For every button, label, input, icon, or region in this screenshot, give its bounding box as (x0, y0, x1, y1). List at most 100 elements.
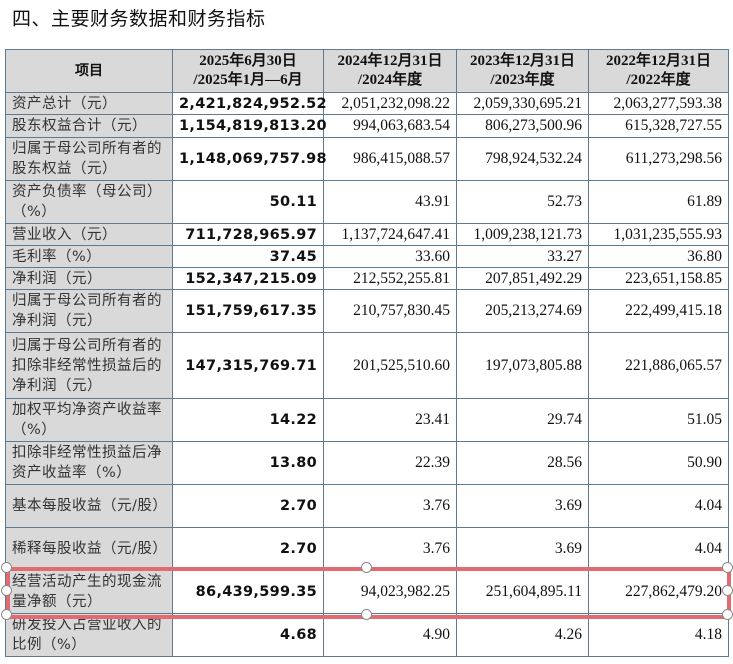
cell-2025h1: 2.70 (172, 484, 324, 528)
cell-2025h1: 13.80 (172, 441, 324, 485)
cell-2022: 51.05 (588, 398, 729, 442)
table-row: 基本每股收益（元/股） 2.70 3.76 3.69 4.04 (5, 484, 729, 528)
section-title: 四、主要财务数据和财务指标 (12, 8, 266, 30)
cell-2025h1: 151,759,617.35 (172, 289, 324, 333)
table-row: 扣除非经常性损益后净资产收益率（%） 13.80 22.39 28.56 50.… (5, 441, 729, 485)
row-label: 净利润（元） (5, 267, 173, 290)
cell-2024: 1,137,724,647.41 (323, 223, 457, 246)
header-2025h1: 2025年6月30日/2025年1月—6月 (172, 49, 324, 93)
table-row: 资产总计（元） 2,421,824,952.52 2,051,232,098.2… (5, 92, 729, 115)
cell-2023: 2,059,330,695.21 (456, 92, 589, 115)
cell-2024: 23.41 (323, 398, 457, 442)
table-row: 归属于母公司所有者的股东权益（元） 1,148,069,757.98 986,4… (5, 137, 729, 181)
header-2024: 2024年12月31日/2024年度 (323, 49, 457, 93)
table-row: 归属于母公司所有者的净利润（元） 151,759,617.35 210,757,… (5, 289, 729, 333)
table-row: 股东权益合计（元） 1,154,819,813.20 994,063,683.5… (5, 114, 729, 138)
table-row: 资产负债率（母公司）（%） 50.11 43.91 52.73 61.89 (5, 180, 729, 224)
cell-2022: 615,328,727.55 (588, 114, 729, 138)
header-line1: 2022年12月31日 (605, 53, 711, 69)
resize-handle-bottom-right[interactable] (722, 609, 733, 620)
cell-2023: 4.26 (456, 613, 589, 657)
cell-2022: 1,031,235,555.93 (588, 223, 729, 246)
cell-2025h1: 147,315,769.71 (172, 332, 324, 399)
header-item: 项目 (5, 49, 173, 93)
row-label: 资产总计（元） (5, 92, 173, 115)
cell-2023: 207,851,492.29 (456, 267, 589, 290)
cell-2022: 221,886,065.57 (588, 332, 729, 399)
row-label: 加权平均净资产收益率（%） (5, 398, 173, 442)
cell-2025h1: 86,439,599.35 (172, 570, 324, 614)
cell-2023: 798,924,532.24 (456, 137, 589, 181)
cell-2025h1: 711,728,965.97 (172, 223, 324, 246)
row-label: 稀释每股收益（元/股） (5, 527, 173, 571)
cell-2024: 3.76 (323, 484, 457, 528)
resize-handle-bottom-left[interactable] (1, 609, 12, 620)
cell-2024: 43.91 (323, 180, 457, 224)
cell-2025h1: 1,148,069,757.98 (172, 137, 327, 181)
resize-handle-top-right[interactable] (722, 562, 733, 573)
header-line1: 2025年6月30日 (199, 53, 297, 69)
cell-2024: 212,552,255.81 (323, 267, 457, 290)
cell-2023: 251,604,895.11 (456, 570, 589, 614)
cell-2023: 28.56 (456, 441, 589, 485)
cell-2023: 29.74 (456, 398, 589, 442)
cell-2023: 205,213,274.69 (456, 289, 589, 333)
row-label: 毛利率（%） (5, 245, 173, 268)
row-label: 归属于母公司所有者的股东权益（元） (5, 137, 173, 181)
table-row: 毛利率（%） 37.45 33.60 33.27 36.80 (5, 245, 729, 268)
cell-2023: 3.69 (456, 527, 589, 571)
financial-data-table: 项目 2025年6月30日/2025年1月—6月 2024年12月31日/202… (5, 49, 729, 657)
cell-2023: 1,009,238,121.73 (456, 223, 589, 246)
header-line2: /2024年度 (357, 72, 423, 88)
cell-2025h1: 37.45 (172, 245, 324, 268)
cell-2025h1: 4.68 (172, 613, 324, 657)
table-header-row: 项目 2025年6月30日/2025年1月—6月 2024年12月31日/202… (5, 49, 729, 93)
cell-2022: 50.90 (588, 441, 729, 485)
cell-2025h1: 1,154,819,813.20 (172, 114, 327, 138)
cell-2022: 2,063,277,593.38 (588, 92, 729, 115)
header-line1: 2024年12月31日 (337, 53, 443, 69)
cell-2023: 806,273,500.96 (456, 114, 589, 138)
cell-2024: 210,757,830.45 (323, 289, 457, 333)
table-row: 加权平均净资产收益率（%） 14.22 23.41 29.74 51.05 (5, 398, 729, 442)
cell-2022: 4.04 (588, 484, 729, 528)
header-item-text: 项目 (75, 62, 103, 79)
resize-handle-bottom-center[interactable] (361, 609, 372, 620)
header-line1: 2023年12月31日 (469, 53, 575, 69)
table-row: 净利润（元） 152,347,215.09 212,552,255.81 207… (5, 267, 729, 290)
cell-2025h1: 2,421,824,952.52 (172, 92, 327, 115)
cell-2024: 33.60 (323, 245, 457, 268)
cell-2022: 227,862,479.20 (588, 570, 729, 614)
cell-2023: 197,073,805.88 (456, 332, 589, 399)
header-2023: 2023年12月31日/2023年度 (456, 49, 589, 93)
row-label: 基本每股收益（元/股） (5, 484, 173, 528)
table-row: 稀释每股收益（元/股） 2.70 3.76 3.69 4.04 (5, 527, 729, 571)
header-line2: /2023年度 (490, 72, 555, 88)
cell-2022: 611,273,298.56 (588, 137, 729, 181)
row-label: 股东权益合计（元） (5, 114, 173, 138)
cell-2025h1: 50.11 (172, 180, 324, 224)
cell-2022: 36.80 (588, 245, 729, 268)
table-row: 营业收入（元） 711,728,965.97 1,137,724,647.41 … (5, 223, 729, 246)
row-label: 归属于母公司所有者的净利润（元） (5, 289, 173, 333)
resize-handle-middle-right[interactable] (722, 585, 733, 596)
cell-2024: 994,063,683.54 (323, 114, 457, 138)
cell-2025h1: 2.70 (172, 527, 324, 571)
cell-2022: 4.18 (588, 613, 729, 657)
resize-handle-middle-left[interactable] (1, 585, 12, 596)
cell-2022: 61.89 (588, 180, 729, 224)
cell-2023: 52.73 (456, 180, 589, 224)
resize-handle-top-left[interactable] (1, 562, 12, 573)
cell-2022: 4.04 (588, 527, 729, 571)
row-label: 研发投入占营业收入的比例（%） (5, 613, 173, 657)
row-label: 经营活动产生的现金流量净额（元） (5, 570, 173, 614)
row-label: 资产负债率（母公司）（%） (5, 180, 173, 224)
header-2022: 2022年12月31日/2022年度 (588, 49, 729, 93)
resize-handle-top-center[interactable] (361, 562, 372, 573)
header-line2: /2025年1月—6月 (193, 72, 303, 88)
row-label: 营业收入（元） (5, 223, 173, 246)
cell-2023: 33.27 (456, 245, 589, 268)
cell-2022: 222,499,415.18 (588, 289, 729, 333)
cell-2024: 94,023,982.25 (323, 570, 457, 614)
cell-2024: 2,051,232,098.22 (323, 92, 457, 115)
